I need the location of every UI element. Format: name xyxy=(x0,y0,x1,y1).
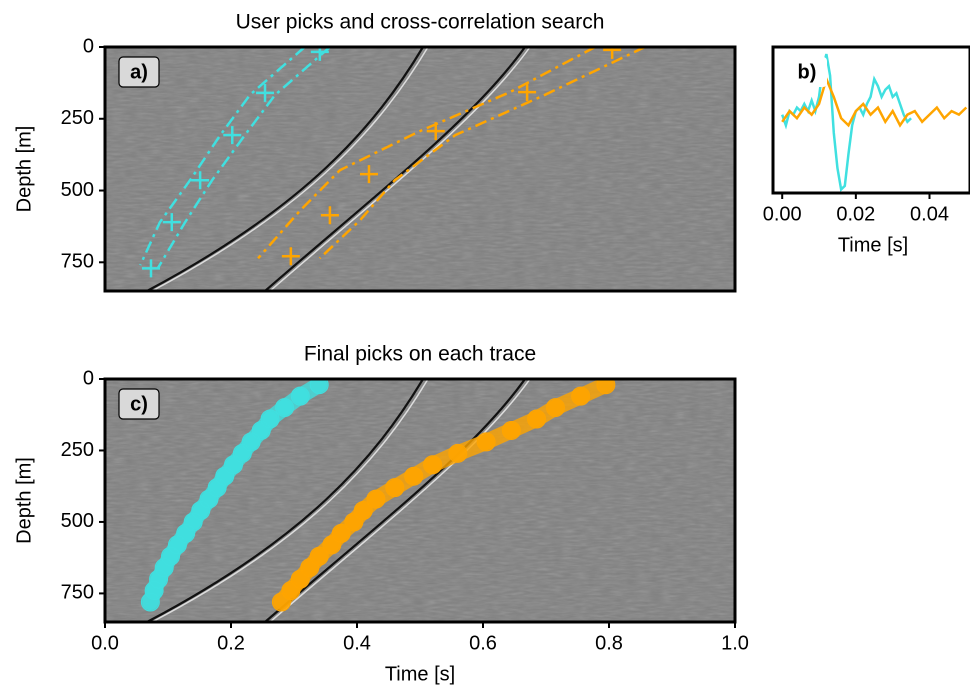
figure: 0 250 500 750 User picks and cross-correlati… xyxy=(0,0,970,693)
y-tick-label: 250 xyxy=(61,439,94,461)
x-tick-label: 1.0 xyxy=(721,632,749,654)
x-tick-label: 0.0 xyxy=(91,632,119,654)
y-axis-label: Depth [m] xyxy=(13,457,35,544)
x-tick-label: 0.04 xyxy=(910,203,949,225)
panel-title: User picks and cross-correlation search xyxy=(236,11,605,34)
x-tick-label: 0.2 xyxy=(217,632,245,654)
x-axis-label: Time [s] xyxy=(385,663,455,685)
x-axis-label: Time [s] xyxy=(838,234,908,256)
y-tick-label: 0 xyxy=(83,367,94,389)
y-tick-label: 500 xyxy=(61,179,94,201)
pick-band xyxy=(150,591,154,602)
y-tick-label: 750 xyxy=(61,582,94,604)
x-tick-label: 0.00 xyxy=(763,203,802,225)
panel: 0 250 500 750 0.0 0.2 0.4 0.6 0.8 1.0 Final picks … xyxy=(13,343,749,686)
x-tick-label: 0.8 xyxy=(595,632,623,654)
x-tick-label: 0.6 xyxy=(469,632,497,654)
seismic-texture xyxy=(105,47,735,291)
panel-label: a) xyxy=(130,61,148,83)
y-tick-label: 250 xyxy=(61,107,94,129)
y-tick-label: 500 xyxy=(61,510,94,532)
x-tick-label: 0.4 xyxy=(343,632,371,654)
pick-band xyxy=(281,591,290,602)
x-tick-label: 0.02 xyxy=(836,203,875,225)
y-tick-label: 0 xyxy=(83,35,94,57)
panel-label: b) xyxy=(798,61,817,83)
y-tick-label: 750 xyxy=(61,251,94,273)
panel-label: c) xyxy=(130,393,148,415)
panel-title: Final picks on each trace xyxy=(304,343,536,366)
panel: 0 250 500 750 User picks and cross-correlati… xyxy=(13,11,735,291)
y-axis-label: Depth [m] xyxy=(13,126,35,213)
